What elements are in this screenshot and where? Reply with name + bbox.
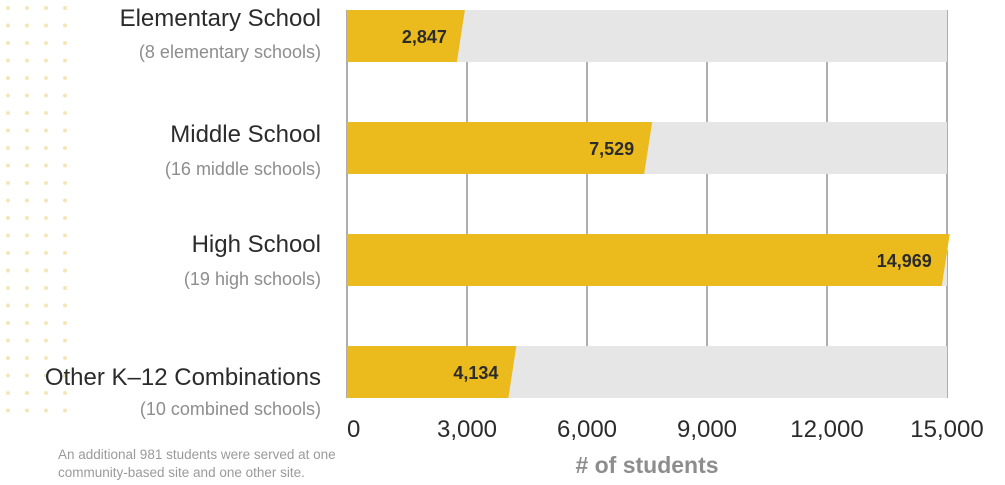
category-sublabel-middle: (16 middle schools)	[164, 159, 321, 179]
x-tick-label-3: 9,000	[677, 416, 737, 443]
decorative-dot-pattern	[6, 6, 67, 413]
bar-2	[347, 234, 950, 286]
category-label-elementary: Elementary School	[119, 5, 321, 32]
category-label-high: High School	[191, 231, 321, 258]
x-tick-label-5: 15,000	[910, 416, 983, 443]
x-tick-label-1: 3,000	[437, 416, 497, 443]
bar-0	[347, 10, 465, 62]
bar-value-label-1: 7,529	[589, 139, 634, 159]
x-tick-label-2: 6,000	[557, 416, 617, 443]
category-sublabel-other: (10 combined schools)	[139, 399, 321, 419]
category-label-other: Other K–12 Combinations	[44, 364, 321, 391]
footnote: An additional 981 students were served a…	[58, 447, 336, 480]
x-axis-label: # of students	[575, 452, 719, 478]
bar-1	[347, 122, 653, 174]
x-tick-label-4: 12,000	[790, 416, 863, 443]
category-sublabel-elementary: (8 elementary schools)	[138, 42, 321, 62]
x-tick-label-0: 0	[347, 416, 360, 443]
category-sublabel-high: (19 high schools)	[183, 269, 321, 289]
bar-value-label-3: 4,134	[453, 363, 498, 383]
category-label-middle: Middle School	[170, 121, 321, 148]
bar-value-label-2: 14,969	[877, 251, 932, 271]
bar-3	[347, 346, 517, 398]
bar-value-label-0: 2,847	[402, 27, 447, 47]
